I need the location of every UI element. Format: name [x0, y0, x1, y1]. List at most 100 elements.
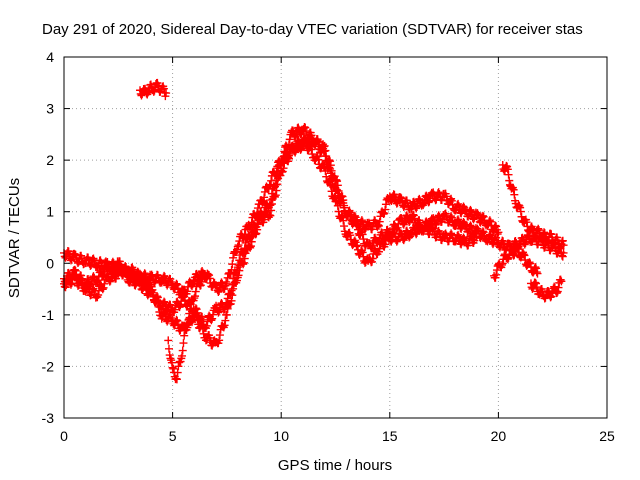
data-point — [528, 284, 537, 293]
x-tick-label: 25 — [599, 428, 615, 444]
data-point — [350, 216, 359, 225]
data-point — [185, 305, 194, 314]
data-point — [267, 206, 276, 215]
data-point — [492, 222, 501, 231]
data-point — [512, 243, 521, 252]
data-point — [379, 210, 388, 219]
data-point — [167, 358, 176, 367]
chart-title: Day 291 of 2020, Sidereal Day-to-day VTE… — [42, 21, 583, 38]
data-point — [339, 216, 348, 225]
data-point — [520, 251, 529, 260]
data-point — [94, 291, 103, 300]
data-point — [412, 204, 421, 213]
data-point — [290, 146, 299, 155]
data-point — [239, 260, 248, 269]
data-point — [183, 319, 192, 328]
data-point — [368, 254, 377, 263]
data-point — [453, 200, 462, 209]
data-point — [399, 220, 408, 229]
data-point — [558, 252, 567, 261]
data-series-trace-h — [526, 275, 566, 303]
data-point — [522, 218, 531, 227]
data-point — [234, 241, 243, 250]
data-point — [229, 284, 238, 293]
data-point — [221, 281, 230, 290]
data-point — [162, 89, 171, 98]
data-point — [273, 180, 282, 189]
data-point — [272, 176, 281, 185]
data-point — [326, 181, 335, 190]
data-point — [475, 217, 484, 226]
data-point — [357, 216, 366, 225]
data-point — [136, 272, 145, 281]
data-point — [434, 188, 443, 197]
data-point — [297, 129, 306, 138]
data-point — [267, 199, 276, 208]
data-point — [559, 241, 568, 250]
y-tick-label: 3 — [46, 101, 54, 117]
data-point — [346, 231, 355, 240]
data-point — [504, 253, 513, 262]
data-point — [215, 307, 224, 316]
data-point — [467, 222, 476, 231]
data-point — [215, 331, 224, 340]
data-point — [339, 198, 348, 207]
data-point — [510, 190, 519, 199]
data-point — [222, 279, 231, 288]
data-point — [320, 162, 329, 171]
data-point — [290, 132, 299, 141]
data-point — [447, 213, 456, 222]
data-point — [358, 230, 367, 239]
data-point — [99, 283, 108, 292]
data-point — [185, 309, 194, 318]
data-point — [166, 354, 175, 363]
data-point — [170, 285, 179, 294]
data-point — [559, 248, 568, 257]
data-point — [173, 316, 182, 325]
data-point — [520, 240, 529, 249]
data-point — [505, 176, 514, 185]
data-point — [326, 169, 335, 178]
data-point — [191, 287, 200, 296]
data-point — [253, 220, 262, 229]
data-point — [291, 144, 300, 153]
data-point — [326, 164, 335, 173]
data-point — [326, 177, 335, 186]
data-series-trace-d — [164, 269, 212, 384]
data-point — [513, 245, 522, 254]
y-tick-label: -2 — [42, 358, 55, 374]
data-point — [227, 296, 236, 305]
data-point — [320, 147, 329, 156]
x-tick-label: 15 — [382, 428, 398, 444]
data-point — [179, 291, 188, 300]
grid-layer — [64, 57, 607, 418]
data-point — [460, 203, 469, 212]
data-point — [519, 250, 528, 259]
data-point — [494, 228, 503, 237]
data-point — [466, 205, 475, 214]
data-series-trace-e — [136, 78, 171, 101]
data-point — [534, 226, 543, 235]
data-point — [453, 231, 462, 240]
data-point — [532, 283, 541, 292]
data-point — [164, 344, 173, 353]
y-tick-label: -1 — [42, 307, 55, 323]
data-point — [447, 212, 456, 221]
data-point — [174, 362, 183, 371]
data-point — [199, 329, 208, 338]
data-point — [307, 145, 316, 154]
data-point — [553, 287, 562, 296]
data-point — [412, 228, 421, 237]
data-point — [558, 236, 567, 245]
data-point — [447, 229, 456, 238]
data-point — [180, 292, 189, 301]
y-tick-label: 0 — [46, 255, 54, 271]
data-point — [516, 207, 525, 216]
data-point — [321, 167, 330, 176]
data-point — [446, 195, 455, 204]
data-point — [179, 339, 188, 348]
data-point — [246, 243, 255, 252]
data-point — [172, 279, 181, 288]
data-point — [228, 260, 237, 269]
